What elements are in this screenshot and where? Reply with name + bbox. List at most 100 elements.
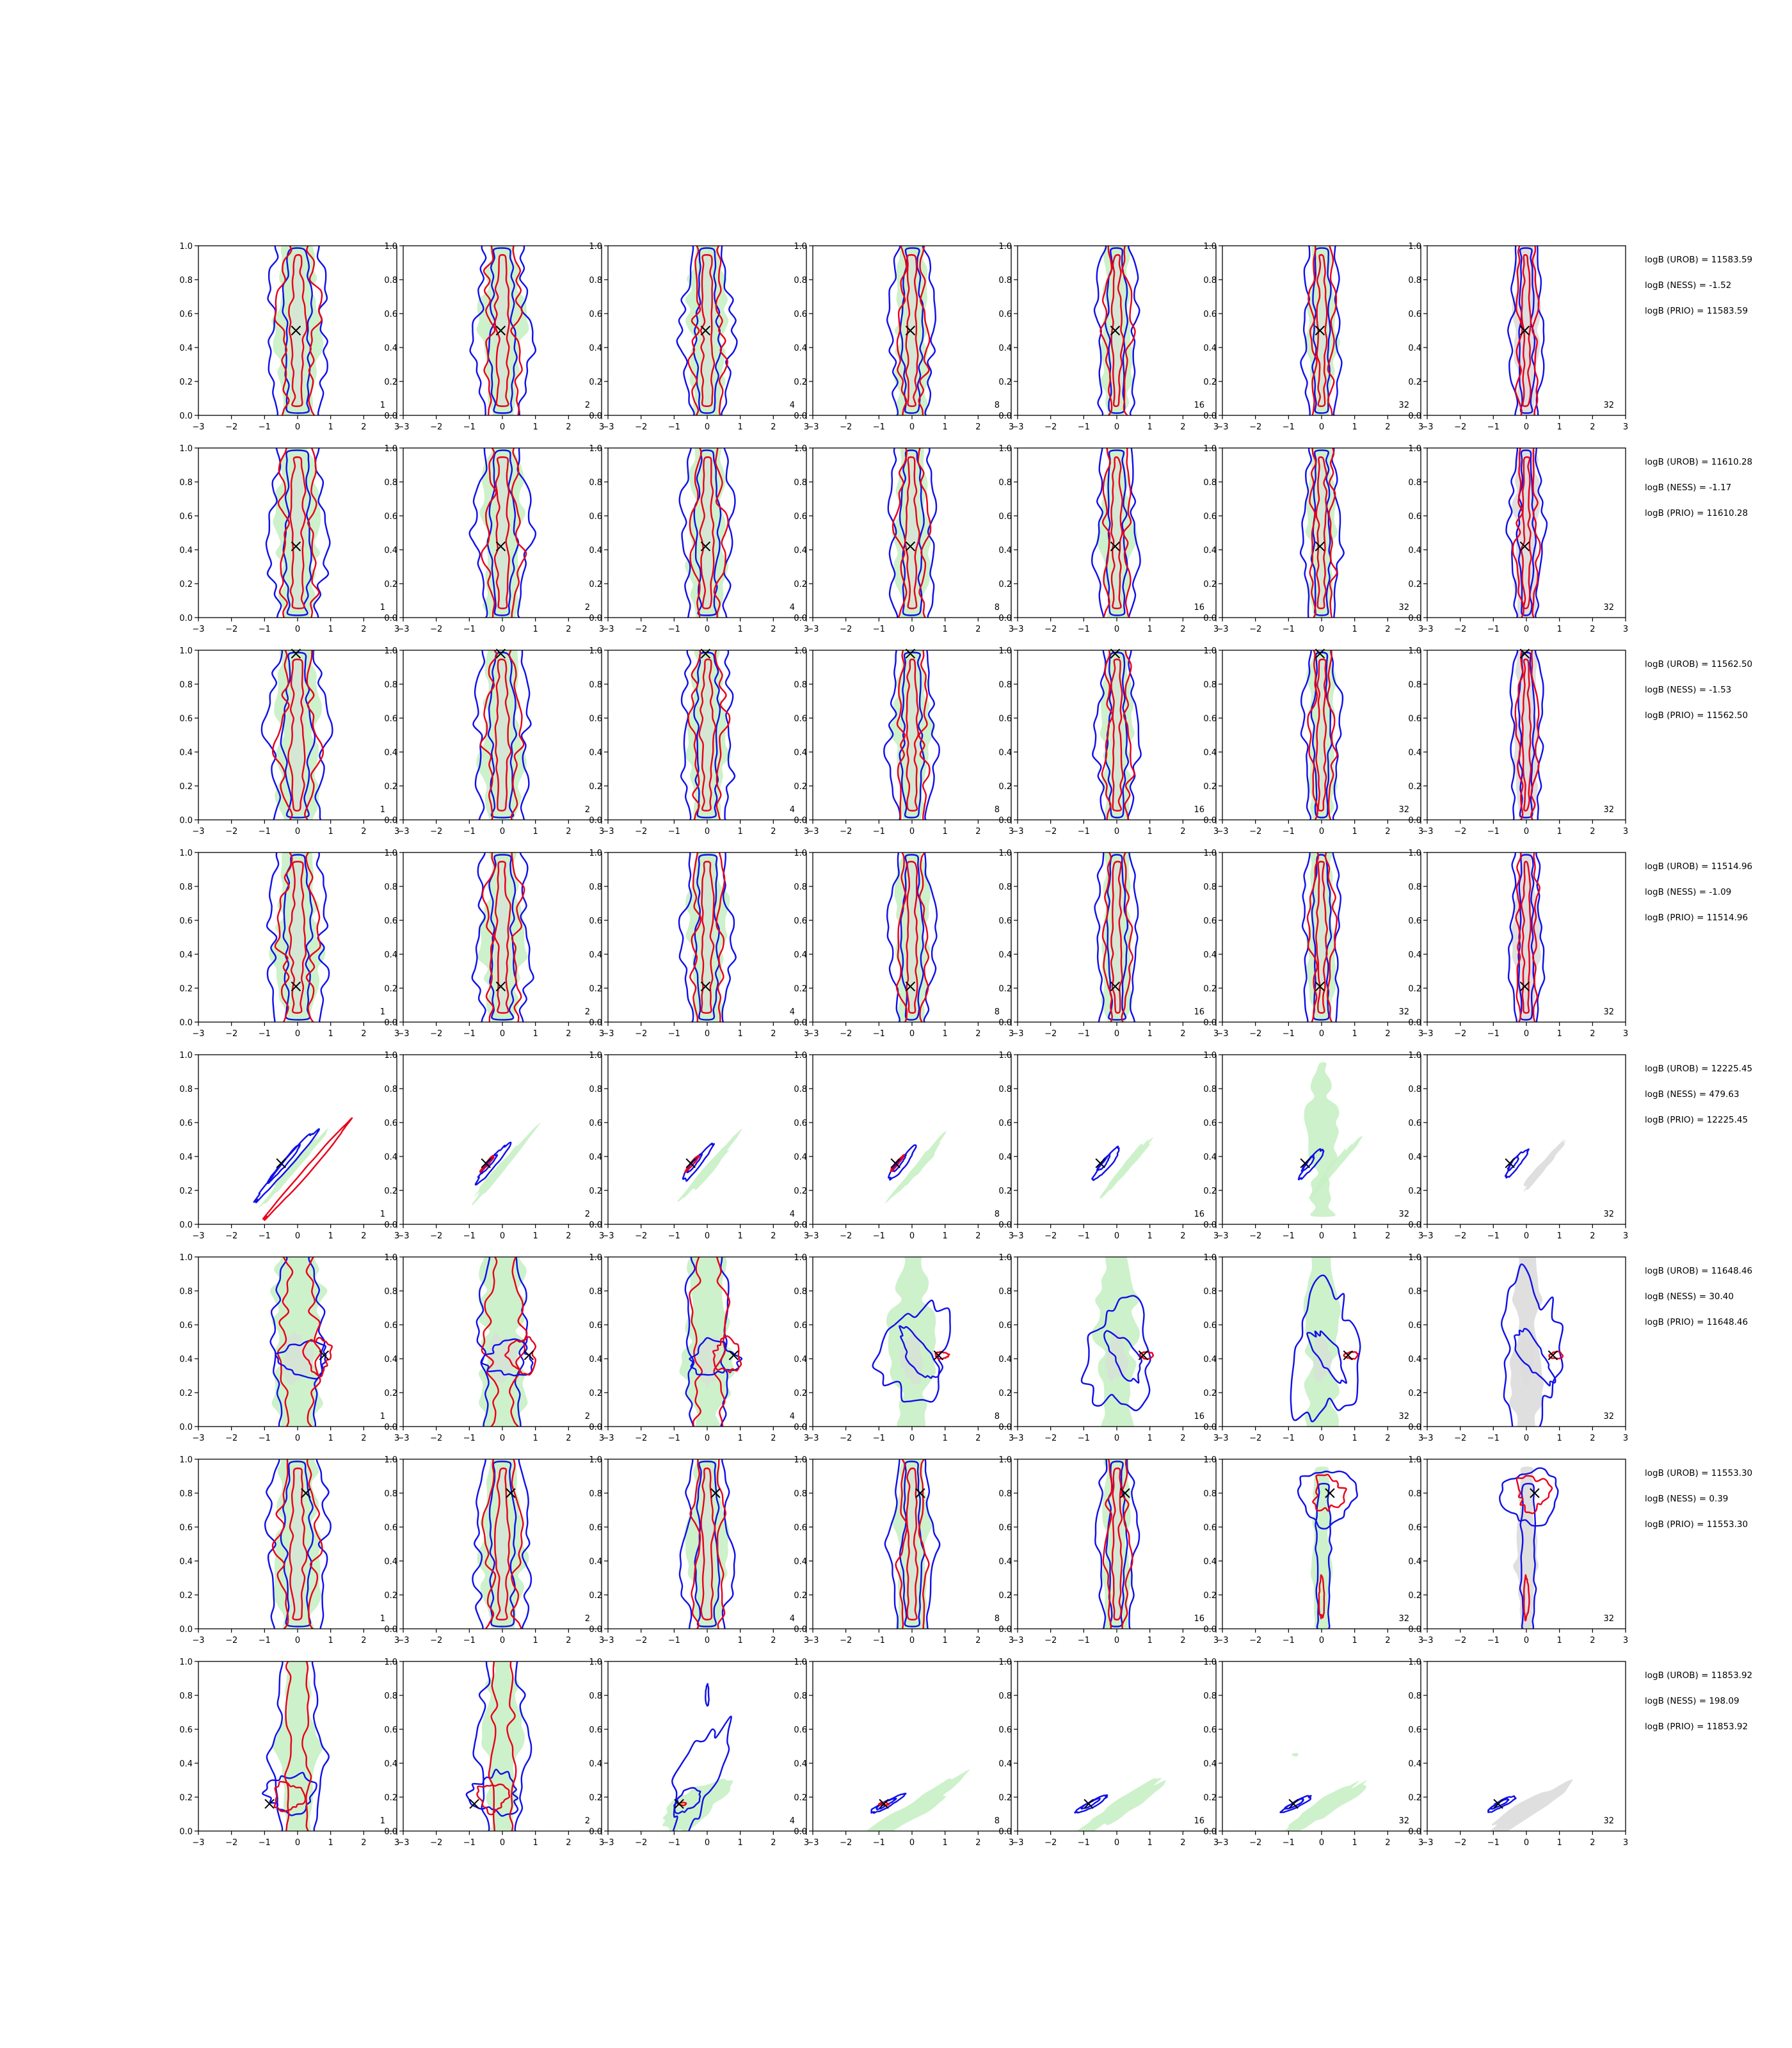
y-tick-label: 0.8 bbox=[179, 1287, 193, 1297]
panel-r1-c1: −3 −2 −1 0 1 2 30.00.20.40.60.81.01 bbox=[179, 242, 399, 432]
red-contour bbox=[698, 659, 717, 812]
y-tick-label: 0.0 bbox=[794, 816, 807, 826]
x-tick-label: 0 bbox=[1524, 1434, 1529, 1443]
y-tick-label: 0.6 bbox=[1408, 1523, 1421, 1533]
y-tick-label: 0.2 bbox=[179, 1793, 193, 1803]
y-tick-label: 1.0 bbox=[1203, 1658, 1217, 1667]
x-tick-label: 2 bbox=[1385, 1636, 1390, 1645]
truth-marker bbox=[1505, 1158, 1515, 1169]
panel-r4-c3: −3 −2 −1 0 1 2 30.00.20.40.60.81.04 bbox=[589, 849, 809, 1039]
y-tick-label: 0.2 bbox=[179, 1389, 193, 1398]
y-tick-label: 0.6 bbox=[998, 310, 1012, 319]
x-tick-label: 2 bbox=[1590, 827, 1595, 836]
x-tick-label: 3 bbox=[1009, 1434, 1014, 1443]
y-tick-label: 1.0 bbox=[384, 1051, 397, 1060]
y-tick-label: 0.8 bbox=[998, 276, 1012, 285]
logb-line: logB (UROB) = 11853.92 bbox=[1645, 1670, 1752, 1681]
red-contour bbox=[684, 1155, 700, 1173]
x-tick-label: −2 bbox=[225, 1434, 237, 1443]
x-tick-label: −2 bbox=[1044, 1838, 1057, 1848]
column-label: 32 bbox=[1398, 1816, 1409, 1826]
y-tick-label: 0.0 bbox=[384, 1423, 397, 1432]
y-tick-label: 0.6 bbox=[1203, 1321, 1217, 1331]
y-tick-label: 0.8 bbox=[998, 1287, 1012, 1297]
y-tick-label: 1.0 bbox=[179, 1051, 193, 1060]
x-tick-label: 3 bbox=[1213, 1029, 1219, 1039]
y-tick-label: 1.0 bbox=[998, 1658, 1012, 1667]
panel-r6-c6: −3 −2 −1 0 1 2 3 0.0 0.2 0.4 0.6 0.8 1.0 32 bbox=[1203, 1253, 1423, 1443]
y-tick-label: 0.8 bbox=[794, 1287, 807, 1297]
blue-contour bbox=[899, 1460, 925, 1628]
x-tick-label: 3 bbox=[804, 827, 809, 836]
blue-contour bbox=[1290, 1274, 1361, 1423]
red-contour bbox=[1110, 456, 1123, 609]
density-fill bbox=[1105, 1329, 1129, 1382]
y-tick-label: 0.2 bbox=[1408, 984, 1421, 994]
y-tick-label: 0.4 bbox=[794, 950, 807, 960]
red-contour bbox=[1520, 456, 1532, 609]
x-tick-label: 0 bbox=[295, 1636, 300, 1645]
y-tick-label: 0.8 bbox=[794, 1489, 807, 1499]
y-tick-label: 0.4 bbox=[998, 344, 1012, 353]
x-tick-label: −1 bbox=[668, 827, 680, 836]
red-contour bbox=[488, 1661, 517, 1831]
x-tick-label: 2 bbox=[566, 1434, 571, 1443]
column-label: 2 bbox=[585, 1007, 590, 1017]
x-tick-label: −3 bbox=[397, 1029, 409, 1039]
column-label: 4 bbox=[790, 805, 795, 815]
plot-area bbox=[476, 1257, 537, 1427]
x-tick-label: −1 bbox=[668, 1636, 680, 1645]
y-tick-label: 0.2 bbox=[384, 782, 397, 792]
y-tick-label: 0.4 bbox=[384, 1557, 397, 1567]
column-label: 2 bbox=[585, 603, 590, 612]
y-tick-label: 0.2 bbox=[1203, 378, 1217, 387]
blue-contour bbox=[684, 1257, 730, 1427]
blue-contour bbox=[1306, 1330, 1348, 1384]
y-tick-label: 0.4 bbox=[1408, 1759, 1421, 1769]
truth-marker bbox=[1110, 981, 1121, 992]
column-label: 32 bbox=[1398, 603, 1409, 612]
y-tick-label: 0.4 bbox=[998, 1557, 1012, 1567]
panel-r7-c6: −3 −2 −1 0 1 2 30.00.20.40.60.81.032 bbox=[1203, 1455, 1423, 1645]
x-tick-label: −2 bbox=[1454, 625, 1466, 634]
x-tick-label: −3 bbox=[397, 1838, 409, 1848]
x-tick-label: −2 bbox=[840, 625, 852, 634]
x-tick-label: 1 bbox=[1352, 827, 1357, 836]
panel-r4-c2: −3 −2 −1 0 1 2 30.00.20.40.60.81.02 bbox=[384, 849, 604, 1039]
x-tick-label: 2 bbox=[1590, 1231, 1595, 1241]
x-tick-label: 2 bbox=[1180, 1434, 1185, 1443]
x-tick-label: −3 bbox=[602, 422, 614, 432]
panel-r2-c2: −3 −2 −1 0 1 2 3 0.0 0.2 0.4 0.6 0.8 1.0 2 bbox=[384, 444, 604, 634]
panel-r3-c5: −3 −2 −1 0 1 2 30.00.20.40.60.81.016 bbox=[998, 646, 1219, 836]
column-label: 4 bbox=[790, 1007, 795, 1017]
panel-r6-c4: −3 −2 −1 0 1 2 3 0.0 0.2 0.4 0.6 0.8 1.0 8 bbox=[794, 1253, 1014, 1443]
red-contour bbox=[274, 852, 321, 1022]
y-tick-label: 0.8 bbox=[1408, 1692, 1421, 1701]
red-contour bbox=[1521, 254, 1532, 407]
x-tick-label: −1 bbox=[1078, 1434, 1090, 1443]
x-tick-label: 2 bbox=[361, 422, 366, 432]
x-tick-label: −3 bbox=[602, 625, 614, 634]
y-tick-label: 0.2 bbox=[179, 984, 193, 994]
y-tick-label: 0.6 bbox=[998, 1523, 1012, 1533]
column-label: 1 bbox=[380, 1816, 385, 1826]
x-tick-label: 0 bbox=[1319, 1636, 1324, 1645]
x-tick-label: −3 bbox=[1216, 1029, 1228, 1039]
x-tick-label: 2 bbox=[1590, 1636, 1595, 1645]
axes-frame bbox=[403, 1054, 602, 1225]
logb-line: logB (UROB) = 11553.30 bbox=[1645, 1468, 1752, 1478]
blue-contour bbox=[266, 1144, 301, 1185]
y-tick-label: 0.8 bbox=[1408, 478, 1421, 488]
x-tick-label: 3 bbox=[1213, 422, 1219, 432]
column-label: 32 bbox=[1603, 1816, 1614, 1826]
x-tick-label: 0 bbox=[1114, 1434, 1119, 1443]
blue-contour bbox=[899, 1325, 940, 1379]
x-tick-label: 3 bbox=[599, 1636, 604, 1645]
y-tick-label: 0.0 bbox=[1408, 1827, 1421, 1837]
y-tick-label: 0.6 bbox=[1203, 512, 1217, 522]
panel-r3-c6: −3 −2 −1 0 1 2 30.00.20.40.60.81.032 bbox=[1203, 646, 1423, 836]
y-tick-label: 0.8 bbox=[589, 1489, 602, 1499]
plot-area bbox=[662, 1683, 733, 1831]
x-tick-label: 3 bbox=[1418, 625, 1423, 634]
